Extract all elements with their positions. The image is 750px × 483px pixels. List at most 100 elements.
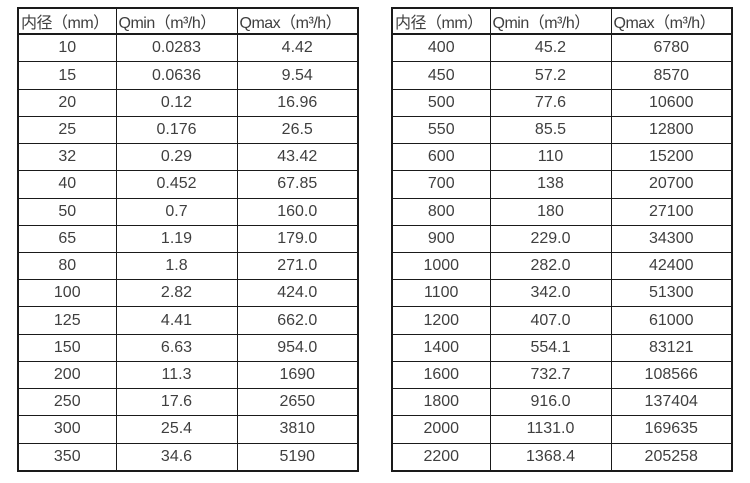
- qmin-cell: 0.0283: [115, 33, 238, 63]
- qmax-cell: 12800: [610, 115, 733, 145]
- diameter-cell: 2000: [391, 415, 491, 444]
- qmin-cell: 4.41: [115, 306, 238, 335]
- qmin-cell: 282.0: [489, 251, 612, 281]
- diameter-cell: 40: [17, 170, 117, 199]
- qmin-cell: 45.2: [489, 33, 612, 63]
- qmin-column-header: Qmin（m³/h）: [489, 7, 612, 35]
- qmin-cell: 85.5: [489, 115, 612, 145]
- table-row: 550 85.5 12800: [391, 115, 733, 145]
- qmax-cell: 26.5: [236, 115, 359, 145]
- qmax-cell: 61000: [610, 306, 733, 335]
- diameter-cell: 10: [17, 33, 117, 63]
- diameter-cell: 300: [17, 415, 117, 444]
- table-row: 600 110 15200: [391, 143, 733, 172]
- diameter-cell: 1200: [391, 306, 491, 335]
- diameter-cell: 1000: [391, 251, 491, 281]
- qmax-cell: 34300: [610, 224, 733, 253]
- qmax-cell: 1690: [236, 360, 359, 390]
- qmin-cell: 11.3: [115, 360, 238, 390]
- table-row: 300 25.4 3810: [17, 415, 359, 444]
- table-row: 25 0.176 26.5: [17, 115, 359, 145]
- qmax-cell: 27100: [610, 197, 733, 226]
- qmax-cell: 271.0: [236, 251, 359, 281]
- qmax-column-header: Qmax（m³/h）: [610, 7, 733, 35]
- qmax-cell: 67.85: [236, 170, 359, 199]
- qmax-cell: 8570: [610, 61, 733, 90]
- table-row: 10 0.0283 4.42: [17, 33, 359, 63]
- qmin-cell: 1368.4: [489, 442, 612, 472]
- diameter-cell: 600: [391, 143, 491, 172]
- qmax-cell: 5190: [236, 442, 359, 472]
- diameter-cell: 150: [17, 333, 117, 362]
- table-row: 500 77.6 10600: [391, 88, 733, 117]
- qmin-cell: 77.6: [489, 88, 612, 117]
- table-header-row: 内径（mm） Qmin（m³/h） Qmax（m³/h）: [391, 7, 733, 35]
- qmin-cell: 407.0: [489, 306, 612, 335]
- qmin-cell: 6.63: [115, 333, 238, 362]
- diameter-cell: 1100: [391, 279, 491, 308]
- qmax-cell: 83121: [610, 333, 733, 362]
- qmax-cell: 954.0: [236, 333, 359, 362]
- table-row: 15 0.0636 9.54: [17, 61, 359, 90]
- table-row: 1800 916.0 137404: [391, 388, 733, 417]
- table-body: 400 45.2 6780 450 57.2 8570 500 77.6 10600 550 85.…: [391, 33, 733, 472]
- qmax-cell: 108566: [610, 360, 733, 390]
- qmin-cell: 34.6: [115, 442, 238, 472]
- qmax-cell: 205258: [610, 442, 733, 472]
- diameter-cell: 450: [391, 61, 491, 90]
- table-body: 10 0.0283 4.42 15 0.0636 9.54 20 0.12 16.96 25 0.1…: [17, 33, 359, 472]
- qmax-cell: 20700: [610, 170, 733, 199]
- qmax-cell: 42400: [610, 251, 733, 281]
- table-row: 20 0.12 16.96: [17, 88, 359, 117]
- qmin-cell: 732.7: [489, 360, 612, 390]
- table-row: 1000 282.0 42400: [391, 251, 733, 281]
- diameter-cell: 200: [17, 360, 117, 390]
- diameter-cell: 900: [391, 224, 491, 253]
- qmax-cell: 9.54: [236, 61, 359, 90]
- qmin-cell: 0.7: [115, 197, 238, 226]
- table-row: 1400 554.1 83121: [391, 333, 733, 362]
- diameter-cell: 1400: [391, 333, 491, 362]
- qmax-cell: 43.42: [236, 143, 359, 172]
- table-header-row: 内径（mm） Qmin（m³/h） Qmax（m³/h）: [17, 7, 359, 35]
- qmin-cell: 342.0: [489, 279, 612, 308]
- table-row: 1100 342.0 51300: [391, 279, 733, 308]
- diameter-cell: 2200: [391, 442, 491, 472]
- qmax-cell: 10600: [610, 88, 733, 117]
- qmin-cell: 180: [489, 197, 612, 226]
- qmin-cell: 554.1: [489, 333, 612, 362]
- table-row: 80 1.8 271.0: [17, 251, 359, 281]
- diameter-cell: 1800: [391, 388, 491, 417]
- diameter-cell: 25: [17, 115, 117, 145]
- table-row: 250 17.6 2650: [17, 388, 359, 417]
- table-row: 2200 1368.4 205258: [391, 442, 733, 472]
- diameter-cell: 800: [391, 197, 491, 226]
- diameter-cell: 1600: [391, 360, 491, 390]
- diameter-cell: 125: [17, 306, 117, 335]
- table-row: 1200 407.0 61000: [391, 306, 733, 335]
- qmin-cell: 138: [489, 170, 612, 199]
- table-row: 32 0.29 43.42: [17, 143, 359, 172]
- qmax-column-header: Qmax（m³/h）: [236, 7, 359, 35]
- qmax-cell: 3810: [236, 415, 359, 444]
- table-row: 1600 732.7 108566: [391, 360, 733, 390]
- qmin-cell: 1.19: [115, 224, 238, 253]
- qmax-cell: 424.0: [236, 279, 359, 308]
- table-row: 900 229.0 34300: [391, 224, 733, 253]
- qmin-cell: 0.176: [115, 115, 238, 145]
- table-row: 40 0.452 67.85: [17, 170, 359, 199]
- flow-table-large-diameters: 内径（mm） Qmin（m³/h） Qmax（m³/h） 400 45.2 6780…: [391, 7, 733, 472]
- qmax-cell: 51300: [610, 279, 733, 308]
- diameter-cell: 50: [17, 197, 117, 226]
- qmax-cell: 2650: [236, 388, 359, 417]
- qmin-cell: 57.2: [489, 61, 612, 90]
- table-row: 450 57.2 8570: [391, 61, 733, 90]
- table-row: 2000 1131.0 169635: [391, 415, 733, 444]
- diameter-cell: 65: [17, 224, 117, 253]
- table-row: 350 34.6 5190: [17, 442, 359, 472]
- qmin-cell: 0.0636: [115, 61, 238, 90]
- table-row: 50 0.7 160.0: [17, 197, 359, 226]
- diameter-cell: 700: [391, 170, 491, 199]
- qmin-cell: 0.452: [115, 170, 238, 199]
